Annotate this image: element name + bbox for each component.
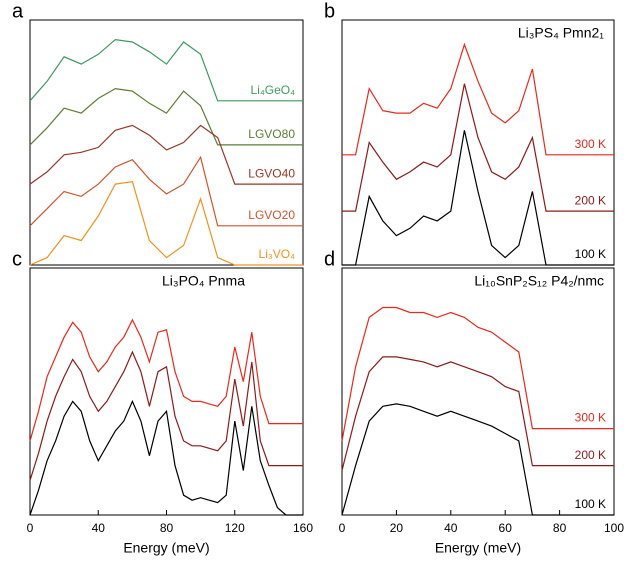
series-label: 200 K [575, 193, 606, 207]
x-tick-label: 40 [92, 521, 106, 535]
plot-frame [341, 267, 615, 516]
spectrum-line [341, 306, 614, 442]
x-tick-label: 100 [604, 521, 624, 535]
spectrum-line [29, 124, 303, 185]
panel-label: b [324, 0, 335, 22]
series-label: LGVO20 [248, 208, 295, 222]
spectrum-line [29, 318, 303, 442]
series-label: Li₃VO₄ [259, 247, 296, 261]
series-label: 300 K [575, 411, 606, 425]
series-label: Li₄GeO₄ [251, 83, 296, 97]
spectrum-line [29, 155, 303, 227]
x-tick-label: 0 [27, 521, 34, 535]
x-tick-label: 160 [293, 521, 313, 535]
x-axis-label: Energy (meV) [435, 540, 521, 556]
panel-title: Li₃PO₄ Pnma [162, 273, 245, 289]
spectrum-line [342, 130, 614, 266]
series-label: 100 K [575, 497, 606, 511]
spectrum-line [29, 399, 303, 516]
x-tick-label: 60 [499, 521, 513, 535]
series-label: LGVO40 [248, 166, 295, 180]
series-label: 100 K [575, 247, 606, 261]
panel-label: d [324, 248, 335, 270]
series-label: 200 K [575, 448, 606, 462]
plot-frame [341, 19, 615, 266]
spectrum-line [341, 356, 614, 471]
spectrum-line [342, 42, 614, 156]
x-tick-label: 80 [160, 521, 174, 535]
series-label: LGVO80 [248, 127, 295, 141]
panel-title: Li₃PS₄ Pmn2₁ [518, 25, 604, 41]
spectrum-line [29, 350, 303, 481]
panel-title: Li₁₀SnP₂S₁₂ P4₂/nmc [474, 273, 604, 289]
x-tick-label: 40 [444, 521, 458, 535]
plot-frame [29, 267, 304, 516]
panel-label: a [12, 0, 24, 22]
x-tick-label: 20 [390, 521, 404, 535]
spectrum-line [342, 83, 614, 212]
x-tick-label: 80 [553, 521, 567, 535]
plot-frame [29, 19, 304, 266]
series-label: 300 K [575, 137, 606, 151]
x-tick-label: 120 [225, 521, 245, 535]
spectrum-line [29, 87, 303, 146]
x-axis-label: Energy (meV) [123, 540, 209, 556]
spectrum-line [29, 38, 303, 102]
x-tick-label: 0 [339, 521, 346, 535]
panel-label: c [12, 248, 22, 270]
spectrum-line [29, 181, 303, 266]
spectrum-line [341, 403, 614, 516]
